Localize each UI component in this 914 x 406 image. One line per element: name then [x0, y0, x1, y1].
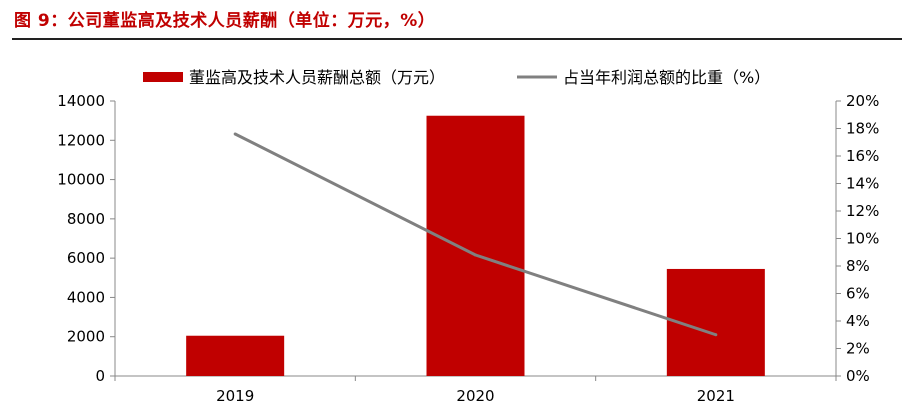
- bar-2020: [426, 115, 525, 376]
- x-tick-label: 2019: [216, 387, 254, 405]
- y-left-tick-label: 12000: [57, 131, 105, 149]
- y-right-tick-label: 6%: [846, 285, 870, 303]
- chart-legend: 董监高及技术人员薪酬总额（万元） 占当年利润总额的比重（%）: [143, 68, 770, 87]
- legend-label-line: 占当年利润总额的比重（%）: [563, 68, 770, 87]
- bar-2019: [186, 335, 285, 376]
- x-tick-label: 2020: [456, 387, 494, 405]
- line-series: [233, 132, 718, 337]
- bar-series: [186, 115, 765, 376]
- y-right-tick-label: 0%: [846, 367, 870, 385]
- y-right-tick-label: 12%: [846, 202, 879, 220]
- y-right-tick-label: 4%: [846, 312, 870, 330]
- line-point-2019: [233, 132, 237, 136]
- legend-swatch-bar: [143, 72, 183, 82]
- legend-label-bar: 董监高及技术人员薪酬总额（万元）: [189, 68, 445, 87]
- y-right-tick-label: 8%: [846, 257, 870, 275]
- title-rule: [12, 38, 902, 40]
- line-point-2020: [474, 253, 477, 257]
- x-tick-label: 2021: [697, 387, 735, 405]
- y-right-tick-label: 20%: [846, 92, 879, 110]
- y-left-tick-label: 6000: [67, 249, 105, 267]
- y-left-tick-label: 10000: [57, 171, 105, 189]
- y-right-tick-label: 10%: [846, 230, 879, 248]
- y-left-tick-label: 8000: [67, 210, 105, 228]
- y-left-tick-label: 0: [95, 367, 105, 385]
- y-right-tick-label: 14%: [846, 175, 879, 193]
- y-left-tick-label: 4000: [67, 288, 105, 306]
- y-right-tick-label: 18%: [846, 120, 879, 138]
- y-right-tick-label: 2%: [846, 340, 870, 358]
- figure-title: 图 9：公司董监高及技术人员薪酬（单位：万元，%）: [14, 11, 436, 31]
- line-point-2021: [714, 333, 718, 337]
- y-left-tick-label: 2000: [67, 328, 105, 346]
- y-right-tick-label: 16%: [846, 147, 879, 165]
- y-left-tick-label: 14000: [57, 92, 105, 110]
